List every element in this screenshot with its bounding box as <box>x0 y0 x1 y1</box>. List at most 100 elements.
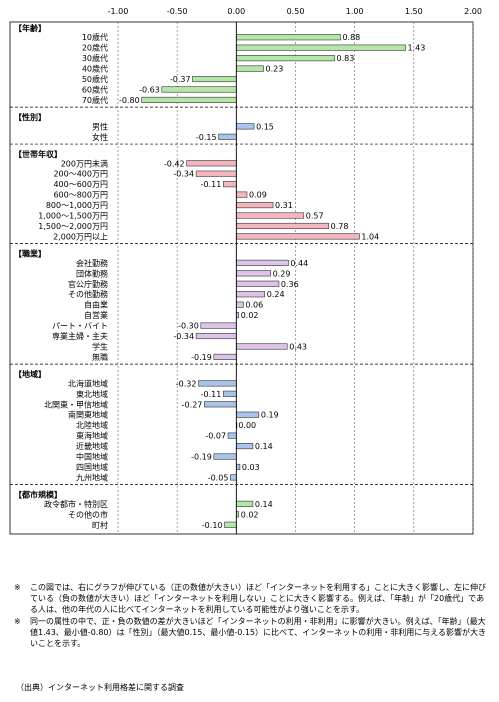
category-label: その他の市 <box>68 509 108 519</box>
x-tick-label: 0.50 <box>287 7 305 16</box>
category-label: 10歳代 <box>82 32 108 42</box>
category-label: 東海地域 <box>76 431 108 441</box>
group-label: 【都市規模】 <box>14 490 62 500</box>
bar <box>236 65 264 72</box>
category-label: 200万円未満 <box>61 158 108 168</box>
category-label: 官公庁勤務 <box>68 279 108 289</box>
value-label: -0.63 <box>139 85 160 94</box>
value-label: -0.80 <box>119 96 140 105</box>
value-label: -0.19 <box>191 353 212 362</box>
bar <box>227 432 237 439</box>
value-label: 0.19 <box>261 411 279 420</box>
category-label: 男性 <box>92 121 108 131</box>
bar <box>204 401 237 408</box>
value-label: 0.24 <box>267 290 285 299</box>
bar <box>236 44 406 51</box>
value-label: 0.83 <box>337 54 355 63</box>
x-tick-label: 1.00 <box>346 7 364 16</box>
bar <box>236 34 341 41</box>
value-label: 0.03 <box>242 463 260 472</box>
note-2: ※ 同一の属性の中で、正・負の数値の差が大きいほど「インターネットの利用・非利用… <box>14 616 488 649</box>
category-label: 20歳代 <box>82 43 108 53</box>
category-label: 30歳代 <box>82 53 108 63</box>
category-label: 学生 <box>92 341 108 351</box>
bar <box>223 181 237 188</box>
category-label: 団体勤務 <box>76 268 108 278</box>
value-label: 0.15 <box>256 122 274 131</box>
category-label: 政令都市・特別区 <box>44 499 108 509</box>
x-tick-label: 1.50 <box>405 7 423 16</box>
category-label: 70歳代 <box>82 95 108 105</box>
value-label: 0.02 <box>241 510 259 519</box>
category-label: 女性 <box>92 132 108 142</box>
value-label: 0.36 <box>281 280 299 289</box>
group-label: 【職業】 <box>14 249 46 259</box>
category-label: 会社勤務 <box>76 258 108 268</box>
category-label: パート・バイト <box>52 322 108 331</box>
value-label: -0.10 <box>202 521 223 530</box>
bar <box>224 521 237 528</box>
x-tick-label: -1.00 <box>108 7 129 16</box>
category-label: 九州地域 <box>76 472 108 482</box>
value-label: 0.88 <box>342 33 360 42</box>
bar <box>236 343 288 350</box>
bar <box>236 233 360 240</box>
value-label: 0.02 <box>241 311 259 320</box>
value-label: 0.31 <box>275 201 293 210</box>
value-label: -0.11 <box>201 390 222 399</box>
note-text: この図では、右にグラフが伸びている（正の数値が大きい）ほど「インターネットを利用… <box>30 583 486 614</box>
bar <box>236 212 305 219</box>
group-label: 【世帯年収】 <box>14 149 62 159</box>
value-label: -0.42 <box>164 159 185 168</box>
value-label: -0.11 <box>201 180 222 189</box>
x-tick-label: 2.00 <box>464 7 482 16</box>
value-label: 0.14 <box>255 442 273 451</box>
value-label: -0.15 <box>196 133 217 142</box>
bar <box>186 160 237 167</box>
bar <box>195 170 237 177</box>
group-label: 【年齢】 <box>14 23 46 33</box>
value-label: 1.04 <box>361 232 379 241</box>
category-label: 北海道地域 <box>68 378 108 388</box>
category-label: 60歳代 <box>82 84 108 94</box>
bar <box>161 86 237 93</box>
bar <box>236 291 266 298</box>
value-label: -0.37 <box>170 75 191 84</box>
bar <box>236 202 274 209</box>
value-label: -0.05 <box>208 473 229 482</box>
value-label: 0.00 <box>238 421 256 430</box>
value-label: -0.32 <box>176 379 197 388</box>
category-label: 40歳代 <box>82 64 108 74</box>
value-label: 0.44 <box>290 259 308 268</box>
notes: ※ この図では、右にグラフが伸びている（正の数値が大きい）ほど「インターネットを… <box>14 582 488 650</box>
x-tick-label: -0.50 <box>167 7 188 16</box>
value-label: 0.43 <box>289 342 307 351</box>
bar <box>218 133 237 140</box>
category-label: 南関東地域 <box>68 410 108 420</box>
value-label: 0.09 <box>249 191 267 200</box>
category-label: 専業主婦・主夫 <box>52 331 108 341</box>
value-label: -0.30 <box>178 322 199 331</box>
category-label: 無職 <box>92 352 108 362</box>
bar <box>236 191 248 198</box>
category-label: 四国地域 <box>76 462 108 472</box>
category-label: 北陸地域 <box>76 420 108 430</box>
value-label: -0.19 <box>191 453 212 462</box>
bar <box>236 222 329 230</box>
bar <box>236 55 335 62</box>
bar <box>230 474 237 481</box>
category-label: 1,500～2,000万円 <box>38 222 108 231</box>
value-label: 0.78 <box>331 222 349 231</box>
source-note: （出典）インターネット利用格差に関する調査 <box>16 683 184 692</box>
bar <box>200 322 237 329</box>
value-label: 0.14 <box>255 500 273 509</box>
group-label: 【地域】 <box>14 369 46 379</box>
category-label: 2,000万円以上 <box>53 232 108 241</box>
group-label: 【性別】 <box>14 112 46 122</box>
bar <box>141 96 237 103</box>
category-label: 北関東・甲信地域 <box>44 399 108 409</box>
category-label: 東北地域 <box>76 389 108 399</box>
category-label: 50歳代 <box>82 74 108 84</box>
attribute-influence-chart: -1.00 -0.50 0.00 0.50 1.00 1.50 2.00 【年齢】 10歳代 0.… <box>9 7 482 535</box>
category-label: 自由業 <box>84 300 108 310</box>
